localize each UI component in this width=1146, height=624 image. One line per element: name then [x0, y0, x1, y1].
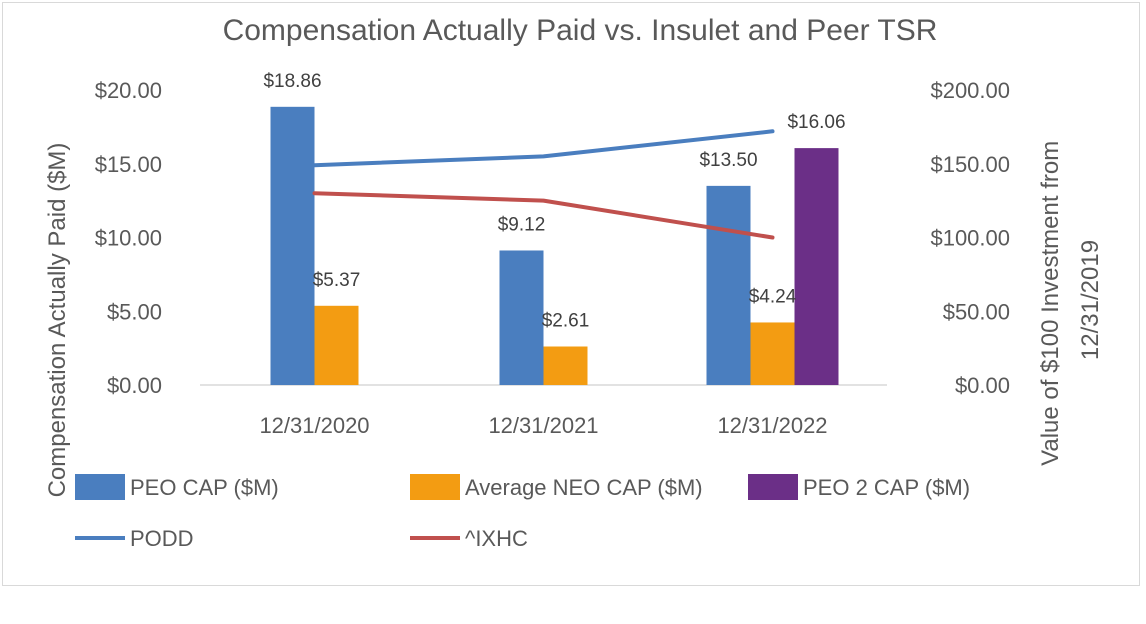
y-axis-title: Compensation Actually Paid ($M) — [44, 143, 71, 498]
legend-swatch — [748, 474, 798, 500]
bar-series — [270, 106, 839, 385]
bar — [794, 148, 839, 385]
y2-axis-title-line-2: 12/31/2019 — [1077, 240, 1104, 360]
left-tick-label: $10.00 — [95, 226, 162, 251]
right-axis-ticks: $0.00 $50.00 $100.00 $150.00 $200.00 — [930, 78, 1010, 398]
bar — [750, 322, 795, 385]
left-axis-ticks: $0.00 $5.00 $10.00 $15.00 $20.00 — [95, 78, 162, 398]
x-tick-label: 12/31/2022 — [717, 413, 827, 438]
legend-swatch — [75, 474, 125, 500]
right-tick-label: $150.00 — [930, 152, 1010, 177]
data-label: $13.50 — [699, 150, 757, 171]
y2-axis-title-line-1: Value of $100 Investment from — [1037, 141, 1064, 466]
right-tick-label: $0.00 — [955, 373, 1010, 398]
legend-swatch — [410, 474, 460, 500]
data-labels: $18.86 $5.37 $9.12 $2.61 $13.50 $4.24 $16.06 — [263, 71, 845, 332]
left-tick-label: $15.00 — [95, 152, 162, 177]
legend-label: Average NEO CAP ($M) — [465, 475, 703, 500]
legend-label: PEO 2 CAP ($M) — [803, 475, 970, 500]
chart-title: Compensation Actually Paid vs. Insulet a… — [223, 14, 938, 47]
left-tick-label: $0.00 — [107, 373, 162, 398]
x-axis-ticks: 12/31/2020 12/31/2021 12/31/2022 — [259, 413, 827, 438]
left-tick-label: $5.00 — [107, 299, 162, 324]
data-label: $2.61 — [542, 311, 590, 332]
x-tick-label: 12/31/2021 — [488, 413, 598, 438]
series-line — [312, 129, 775, 168]
legend: PEO CAP ($M) Average NEO CAP ($M) PEO 2 CA… — [75, 474, 970, 551]
bar — [543, 346, 588, 385]
legend-label: PEO CAP ($M) — [130, 475, 279, 500]
x-tick-label: 12/31/2020 — [259, 413, 369, 438]
series-line — [312, 191, 775, 240]
bar — [270, 106, 315, 385]
left-tick-label: $20.00 — [95, 78, 162, 103]
data-label: $16.06 — [787, 112, 845, 133]
right-tick-label: $100.00 — [930, 226, 1010, 251]
data-label: $18.86 — [263, 71, 321, 92]
y2-axis-title: Value of $100 Investment from 12/31/2019 — [1037, 134, 1104, 466]
bar — [706, 185, 751, 385]
data-label: $5.37 — [313, 270, 361, 291]
line-series — [312, 129, 775, 240]
right-tick-label: $50.00 — [943, 299, 1010, 324]
data-label: $4.24 — [749, 286, 797, 307]
legend-label: PODD — [130, 526, 194, 551]
bar — [314, 305, 359, 385]
chart-frame — [2, 2, 1140, 586]
data-label: $9.12 — [498, 214, 546, 235]
right-tick-label: $200.00 — [930, 78, 1010, 103]
bar — [499, 250, 544, 385]
legend-label: ^IXHC — [465, 526, 528, 551]
